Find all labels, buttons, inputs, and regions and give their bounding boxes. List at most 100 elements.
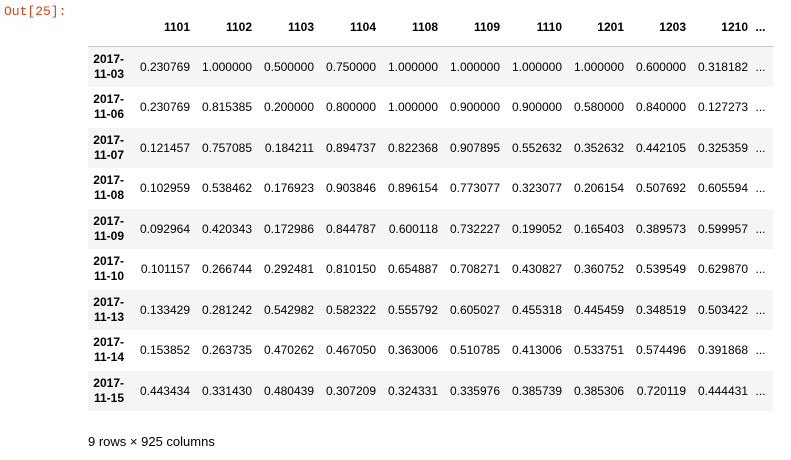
table-cell: 0.500000 — [263, 60, 314, 74]
table-row: 2017- 11-07 0.121457 0.757085 0.184211 0.8947… — [88, 127, 773, 168]
column-header: 1201 — [562, 8, 624, 47]
column-header: 1103 — [252, 8, 314, 47]
table-cell: 0.455318 — [511, 302, 562, 317]
table-row: 2017- 11-08 0.102959 0.538462 0.176923 0.9038… — [88, 168, 773, 209]
table-cell-ellipsis: ... — [755, 60, 766, 74]
table-cell-ellipsis: ... — [755, 383, 766, 398]
table-cell: 0.200000 — [263, 100, 314, 115]
column-header: 1210 — [686, 8, 748, 47]
row-index-year: 2017- — [93, 213, 124, 228]
table-cell: 0.101157 — [140, 262, 190, 277]
table-cell: 0.580000 — [573, 100, 624, 115]
column-header: 1108 — [376, 8, 438, 47]
table-cell: 0.292481 — [263, 262, 314, 277]
column-header: 1101 — [128, 8, 190, 47]
row-index: 2017- 11-03 — [88, 47, 128, 88]
column-header-ellipsis: ... — [748, 8, 773, 47]
row-index-year: 2017- — [93, 335, 124, 350]
table-cell: 0.773077 — [449, 181, 500, 196]
row-index: 2017- 11-14 — [88, 330, 128, 371]
table-cell: 1.000000 — [387, 100, 438, 115]
row-index-year: 2017- — [93, 254, 124, 269]
table-cell: 1.000000 — [511, 60, 562, 74]
table-cell: 0.153852 — [139, 343, 190, 358]
table-cell: 0.894737 — [325, 140, 376, 155]
table-cell: 0.172986 — [263, 221, 314, 236]
table-row: 2017- 11-10 0.101157 0.266744 0.292481 0.8101… — [88, 249, 773, 290]
table-cell: 0.552632 — [511, 140, 562, 155]
table-cell-ellipsis: ... — [755, 302, 766, 317]
table-cell: 0.363006 — [387, 343, 438, 358]
table-cell: 0.599957 — [697, 221, 748, 236]
table-cell: 0.266744 — [201, 262, 252, 277]
row-index: 2017- 11-15 — [88, 371, 128, 412]
table-cell: 0.442105 — [635, 140, 686, 155]
table-cell: 1.000000 — [387, 60, 438, 74]
table-cell: 0.176923 — [263, 181, 314, 196]
table-cell: 0.815385 — [201, 100, 252, 115]
table-cell: 0.896154 — [387, 181, 438, 196]
table-row: 2017- 11-15 0.443434 0.331430 0.480439 0.3072… — [88, 370, 773, 412]
table-cell: 0.503422 — [697, 302, 748, 317]
table-cell: 0.605594 — [697, 181, 748, 196]
table-cell: 0.413006 — [511, 343, 562, 358]
table-cell: 0.092964 — [139, 221, 190, 236]
table-cell: 0.102959 — [139, 181, 190, 196]
row-index: 2017- 11-06 — [88, 87, 128, 128]
table-cell: 0.757085 — [201, 140, 252, 155]
table-cell: 0.206154 — [573, 181, 624, 196]
table-cell: 0.510785 — [449, 343, 500, 358]
index-header — [88, 8, 128, 47]
table-cell: 0.318182 — [697, 60, 748, 74]
table-cell-ellipsis: ... — [755, 181, 766, 196]
table-cell: 0.507692 — [635, 181, 686, 196]
table-cell: 0.263735 — [201, 343, 252, 358]
table-header: 1101 1102 1103 1104 1108 1109 1110 1201 1203 1210… — [88, 8, 773, 47]
table-cell: 0.555792 — [387, 302, 438, 317]
row-index-year: 2017- — [93, 173, 124, 188]
table-cell: 0.443434 — [139, 383, 190, 398]
table-cell: 0.165403 — [573, 221, 624, 236]
row-index-month-day: 11-08 — [93, 188, 124, 203]
table-cell: 0.539549 — [635, 262, 686, 277]
table-cell: 0.331430 — [201, 383, 252, 398]
table-cell: 0.389573 — [635, 221, 686, 236]
table-cell: 0.470262 — [263, 343, 314, 358]
table-cell: 0.600000 — [635, 60, 686, 74]
table-cell: 0.325359 — [697, 140, 748, 155]
column-header: 1109 — [438, 8, 500, 47]
table-cell: 0.822368 — [387, 140, 438, 155]
table-cell: 0.230769 — [139, 100, 190, 115]
column-header: 1104 — [314, 8, 376, 47]
table-cell: 0.348519 — [635, 302, 686, 317]
dataframe-table: 1101 1102 1103 1104 1108 1109 1110 1201 1203 1210… — [88, 8, 773, 411]
table-cell: 0.654887 — [387, 262, 438, 277]
table-cell-ellipsis: ... — [755, 221, 766, 236]
row-index-month-day: 11-09 — [93, 228, 124, 243]
row-index-month-day: 11-06 — [93, 107, 124, 122]
row-index-year: 2017- — [93, 294, 124, 309]
row-index-year: 2017- — [93, 375, 124, 390]
table-cell: 0.467050 — [325, 343, 376, 358]
table-cell: 0.574496 — [635, 343, 686, 358]
table-cell: 0.844787 — [325, 221, 376, 236]
table-cell: 0.121457 — [139, 140, 190, 155]
table-cell: 0.391868 — [697, 343, 748, 358]
table-cell: 0.230769 — [139, 60, 190, 74]
dataframe-summary: 9 rows × 925 columns — [88, 434, 215, 449]
table-row: 2017- 11-13 0.133429 0.281242 0.542982 0.5823… — [88, 289, 773, 330]
row-index-month-day: 11-13 — [93, 309, 124, 324]
table-cell: 0.708271 — [449, 262, 500, 277]
table-cell: 0.582322 — [325, 302, 376, 317]
table-cell: 0.600118 — [388, 221, 438, 236]
column-header: 1102 — [190, 8, 252, 47]
table-cell: 0.335976 — [449, 383, 500, 398]
table-cell: 0.324331 — [387, 383, 438, 398]
table-cell: 0.360752 — [573, 262, 624, 277]
table-cell: 0.385306 — [573, 383, 624, 398]
row-index-month-day: 11-07 — [93, 147, 124, 162]
column-header: 1110 — [500, 8, 562, 47]
row-index-month-day: 11-10 — [93, 269, 124, 284]
row-index: 2017- 11-09 — [88, 209, 128, 250]
table-cell: 0.720119 — [636, 383, 686, 398]
